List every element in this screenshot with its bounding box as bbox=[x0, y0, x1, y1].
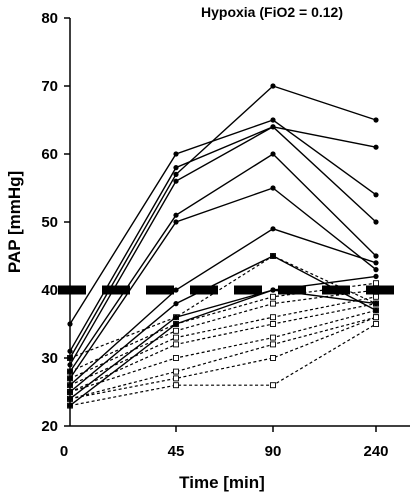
y-tick-label: 70 bbox=[41, 78, 58, 95]
dashed-series-point bbox=[270, 321, 276, 327]
solid-series-point bbox=[67, 362, 73, 368]
solid-series-point bbox=[270, 185, 276, 191]
solid-series-point bbox=[67, 382, 73, 388]
chart-title: Hypoxia (FiO2 = 0.12) bbox=[201, 4, 343, 20]
dashed-series-point bbox=[173, 368, 179, 375]
x-tick-label: 45 bbox=[168, 443, 185, 460]
solid-series-line bbox=[69, 125, 377, 352]
dashed-series-line bbox=[69, 282, 377, 373]
dashed-series-point bbox=[270, 314, 276, 321]
y-tick-label: 50 bbox=[41, 214, 58, 231]
solid-series-point bbox=[270, 124, 276, 130]
y-tick-label: 40 bbox=[41, 282, 58, 299]
x-axis-title: Time [min] bbox=[179, 473, 265, 492]
y-tick-label: 20 bbox=[41, 418, 58, 435]
x-ticks: 0 45 90 240 bbox=[60, 426, 389, 460]
solid-series-point bbox=[270, 117, 276, 123]
dashed-series-point bbox=[270, 382, 276, 389]
dashed-series-point bbox=[373, 293, 379, 300]
solid-series-line bbox=[69, 153, 377, 372]
solid-series-point bbox=[270, 83, 276, 89]
solid-series-point bbox=[373, 219, 379, 225]
y-tick-label: 80 bbox=[41, 10, 58, 27]
solid-series-point bbox=[67, 369, 73, 375]
solid-series-point bbox=[373, 117, 379, 123]
solid-series-point bbox=[373, 307, 379, 313]
solid-series-point bbox=[270, 226, 276, 232]
solid-series-point bbox=[173, 178, 179, 184]
x-tick-label: 90 bbox=[265, 443, 282, 460]
dashed-series-line bbox=[69, 323, 377, 407]
dashed-series-line bbox=[69, 296, 377, 386]
solid-series-line bbox=[69, 126, 377, 366]
dashed-series-point bbox=[270, 334, 276, 341]
dashed-series-point bbox=[173, 334, 179, 341]
y-axis-title: PAP [mmHg] bbox=[5, 171, 24, 273]
dashed-series-point bbox=[173, 327, 179, 334]
solid-series-line bbox=[69, 228, 377, 386]
dashed-series-point bbox=[173, 355, 179, 361]
solid-series-line bbox=[69, 85, 377, 359]
solid-series-line bbox=[69, 187, 377, 379]
solid-series-point bbox=[373, 260, 379, 266]
dashed-series-line bbox=[69, 289, 377, 379]
y-tick-label: 60 bbox=[41, 146, 58, 163]
dashed-series-line bbox=[69, 303, 377, 393]
solid-series-line bbox=[69, 289, 377, 407]
dashed-series-point bbox=[270, 355, 276, 361]
solid-series-point bbox=[67, 396, 73, 402]
dashed-series-point bbox=[173, 382, 179, 389]
solid-series-point bbox=[373, 301, 379, 307]
solid-series-point bbox=[67, 348, 73, 354]
dashed-series-point bbox=[270, 300, 276, 307]
solid-series-point bbox=[373, 267, 379, 273]
solid-series-point bbox=[270, 151, 276, 157]
solid-series-line bbox=[69, 275, 377, 400]
solid-series-point bbox=[373, 273, 379, 279]
solid-series-point bbox=[67, 389, 73, 395]
solid-series-point bbox=[373, 192, 379, 198]
solid-series-point bbox=[173, 212, 179, 218]
solid-series-point bbox=[173, 219, 179, 225]
dashed-series-point bbox=[373, 280, 379, 287]
solid-series-point bbox=[270, 253, 276, 259]
solid-series-point bbox=[67, 403, 73, 409]
dashed-series-point bbox=[270, 293, 276, 300]
solid-series-point bbox=[67, 321, 73, 327]
dashed-series-point bbox=[173, 375, 179, 382]
x-tick-label: 0 bbox=[60, 443, 68, 460]
solid-series-point bbox=[173, 287, 179, 293]
dashed-series-point bbox=[373, 314, 379, 321]
solid-series-point bbox=[173, 165, 179, 171]
solid-series-point bbox=[373, 144, 379, 150]
solid-series-point bbox=[173, 321, 179, 327]
dashed-series-group bbox=[67, 253, 379, 409]
solid-series-point bbox=[173, 314, 179, 320]
solid-series-point bbox=[67, 375, 73, 381]
dashed-series-point bbox=[173, 341, 179, 348]
solid-series-point bbox=[270, 287, 276, 293]
solid-series-point bbox=[373, 253, 379, 259]
x-tick-label: 240 bbox=[363, 443, 388, 460]
solid-series-point bbox=[67, 355, 73, 361]
dashed-series-point bbox=[270, 341, 276, 348]
y-tick-label: 30 bbox=[41, 350, 58, 367]
dashed-series-point bbox=[373, 321, 379, 327]
solid-series-point bbox=[173, 171, 179, 177]
dashed-series-line bbox=[69, 309, 377, 393]
solid-series-point bbox=[173, 301, 179, 307]
dashed-series-line bbox=[69, 316, 377, 400]
y-ticks: 20 30 40 50 60 70 80 bbox=[41, 10, 70, 435]
solid-series-point bbox=[173, 151, 179, 157]
solid-series-group bbox=[67, 83, 379, 409]
solid-series-line bbox=[69, 119, 377, 325]
